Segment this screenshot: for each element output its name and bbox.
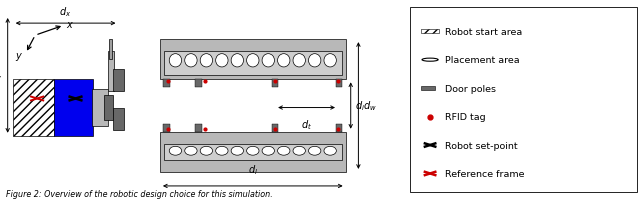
Bar	[113, 108, 124, 130]
Bar	[421, 30, 439, 34]
Ellipse shape	[216, 54, 228, 68]
Ellipse shape	[169, 54, 182, 68]
Text: Robot start area: Robot start area	[445, 28, 522, 37]
Ellipse shape	[246, 54, 259, 68]
Ellipse shape	[185, 54, 197, 68]
Bar	[160, 132, 346, 172]
Text: $d_w$: $d_w$	[363, 99, 376, 113]
Bar	[336, 124, 342, 132]
Ellipse shape	[308, 147, 321, 155]
Bar	[164, 144, 342, 160]
Ellipse shape	[422, 59, 438, 62]
Ellipse shape	[246, 147, 259, 155]
Bar	[108, 52, 114, 92]
Ellipse shape	[216, 147, 228, 155]
Ellipse shape	[200, 147, 212, 155]
Text: Reference frame: Reference frame	[445, 169, 524, 178]
Text: y: y	[15, 51, 20, 61]
Text: $d_x$: $d_x$	[60, 5, 72, 19]
Ellipse shape	[169, 147, 182, 155]
Ellipse shape	[293, 54, 305, 68]
Ellipse shape	[200, 54, 212, 68]
Text: Figure 2: Overview of the robotic design choice for this simulation.: Figure 2: Overview of the robotic design…	[6, 189, 273, 198]
Bar	[272, 80, 278, 88]
Text: RFID tag: RFID tag	[445, 113, 485, 121]
Bar	[164, 52, 342, 76]
Text: Door poles: Door poles	[445, 84, 496, 93]
Bar	[109, 40, 112, 60]
Bar	[163, 80, 170, 88]
Bar	[195, 80, 202, 88]
Bar	[336, 80, 342, 88]
Ellipse shape	[185, 147, 197, 155]
Ellipse shape	[262, 147, 275, 155]
Bar	[163, 124, 170, 132]
Bar	[160, 40, 346, 80]
Bar	[104, 96, 113, 120]
Bar	[195, 124, 202, 132]
Bar	[113, 70, 124, 92]
Bar	[410, 8, 637, 192]
Ellipse shape	[293, 147, 305, 155]
Ellipse shape	[262, 54, 275, 68]
Ellipse shape	[324, 54, 337, 68]
Text: $d_y$: $d_y$	[0, 69, 3, 83]
Bar	[421, 87, 435, 91]
Ellipse shape	[231, 147, 243, 155]
Text: $d_i$: $d_i$	[355, 99, 365, 113]
Ellipse shape	[308, 54, 321, 68]
Bar	[54, 80, 93, 136]
Text: Placement area: Placement area	[445, 56, 520, 65]
Bar	[92, 90, 108, 126]
Ellipse shape	[231, 54, 243, 68]
Text: x: x	[67, 20, 72, 30]
Ellipse shape	[324, 147, 337, 155]
Text: Robot set-point: Robot set-point	[445, 141, 517, 150]
Bar	[13, 80, 54, 136]
Bar	[272, 124, 278, 132]
Ellipse shape	[278, 54, 290, 68]
Text: $d_l$: $d_l$	[248, 162, 258, 176]
Text: $d_t$: $d_t$	[301, 118, 312, 132]
Ellipse shape	[278, 147, 290, 155]
